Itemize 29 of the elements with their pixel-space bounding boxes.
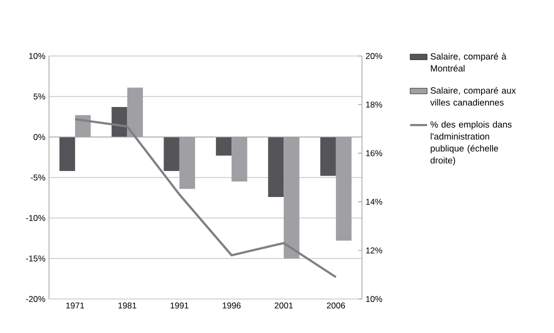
x-tick-label: 1991	[170, 302, 188, 309]
y-tick-label: 5%	[34, 94, 46, 100]
bar	[164, 137, 180, 172]
y2-tick-label: 18%	[366, 102, 382, 108]
bar	[59, 137, 76, 172]
bar	[268, 137, 284, 197]
y-tick-label: -15%	[26, 256, 46, 262]
y2-tick-label: 16%	[366, 150, 382, 156]
x-tick-label: 1971	[66, 302, 84, 309]
legend-label: Salaire, comparé aux villes canadiennes	[430, 86, 516, 106]
y2-tick-label: 10%	[366, 296, 382, 302]
y-tick-label: -10%	[26, 215, 46, 221]
x-tick-label: 1996	[222, 302, 241, 309]
line-series	[74, 118, 338, 278]
x-tick-label: 2006	[326, 302, 345, 309]
y-tick-label: -20%	[26, 296, 46, 302]
y2-tick-label: 14%	[366, 198, 382, 205]
x-tick-label: 2001	[274, 302, 293, 309]
legend-label: Salaire, comparé à Montréal	[430, 52, 506, 72]
y2-tick-label: 20%	[366, 53, 382, 59]
y-tick-label: -5%	[30, 174, 46, 180]
y-tick-label: 0%	[34, 134, 46, 140]
bar	[216, 137, 232, 156]
bar	[320, 137, 336, 176]
legend-label: % des emplois dans l'administration publique (échelle droite)	[430, 121, 512, 166]
y2-tick-label: 12%	[366, 247, 382, 254]
bar	[112, 107, 128, 137]
y-tick-label: 10%	[29, 53, 46, 59]
x-tick-label: 1981	[118, 302, 136, 309]
